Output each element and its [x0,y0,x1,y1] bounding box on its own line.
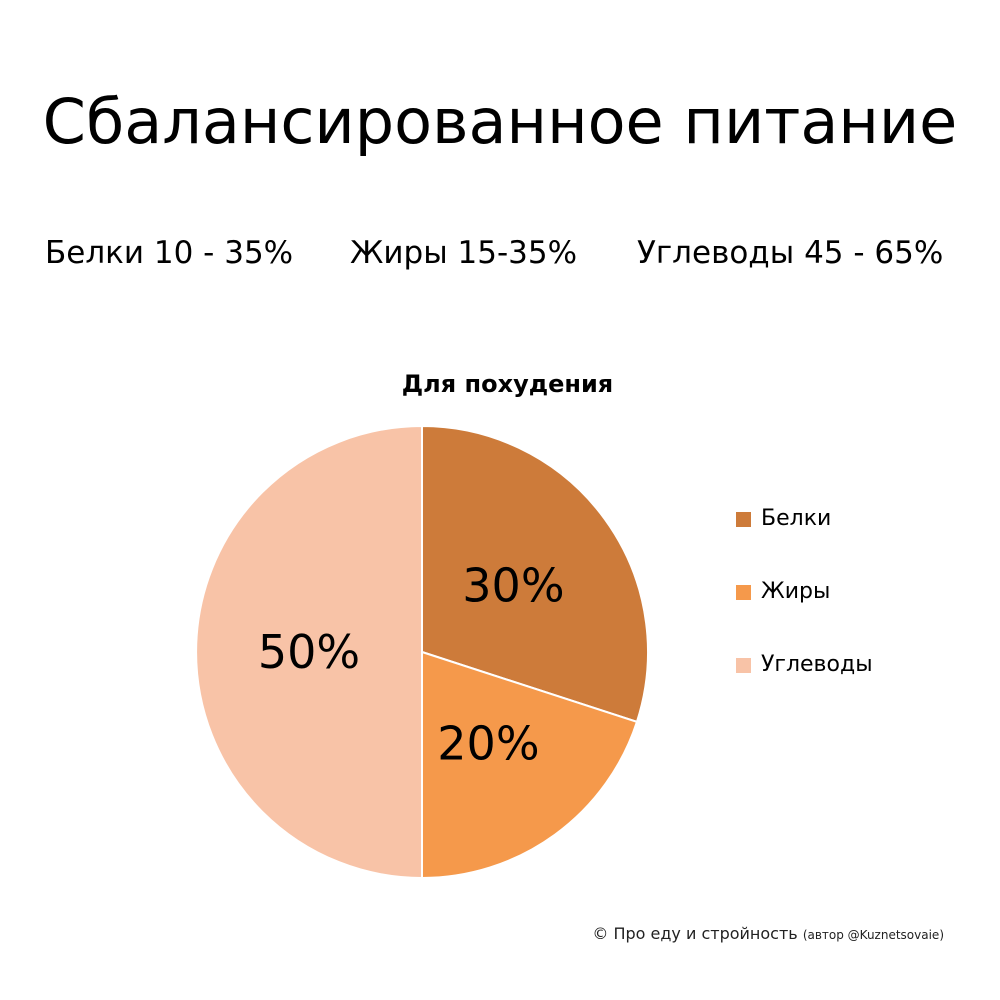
pie-label-fats: 20% [437,716,539,770]
footer-main: © Про еду и стройность [592,924,798,943]
range-proteins: Белки 10 - 35% [45,235,294,271]
legend-swatch-carbs [736,658,751,673]
legend-label-fats: Жиры [761,579,831,604]
pie-slice-fats [421,650,639,880]
pie-label-carbs: 50% [258,625,360,679]
pie-slice-carbs [195,424,423,880]
macro-ranges: Белки 10 - 35% Жиры 15-35% Углеводы 45 -… [0,230,1000,280]
legend-label-carbs: Углеводы [761,652,873,677]
pie-label-proteins: 30% [462,559,564,613]
legend-label-proteins: Белки [761,506,832,531]
chart-title: Для похудения [401,370,614,398]
range-fats: Жиры 15-35% [350,235,578,271]
footer-author: (автор @Kuznetsovaie) [802,928,944,942]
legend-swatch-proteins [736,512,751,527]
legend-swatch-fats [736,585,751,600]
page-title: Сбалансированное питание [42,85,958,158]
pie-slice-proteins [421,424,649,724]
range-carbs: Углеводы 45 - 65% [637,235,944,271]
footer-credit: © Про еду и стройность (автор @Kuznetsov… [592,921,944,948]
